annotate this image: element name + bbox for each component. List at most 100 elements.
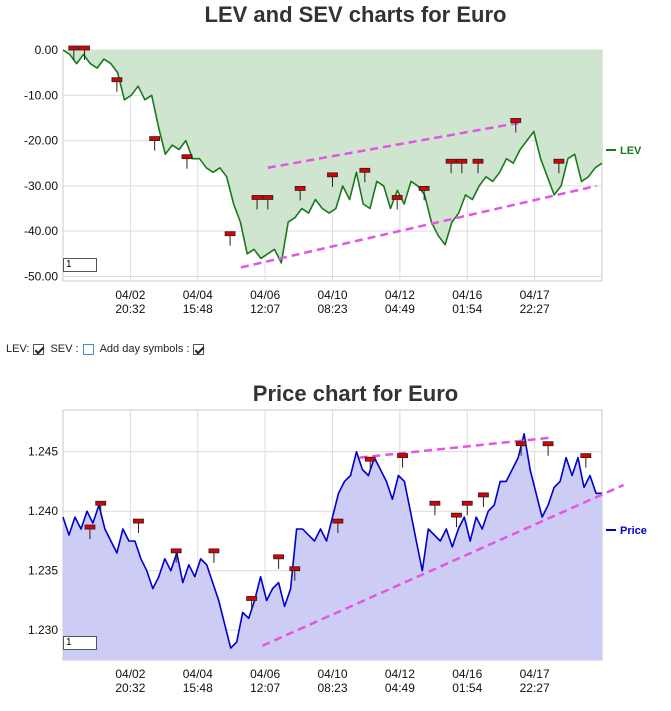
x-tick-label-date: 04/06 [250, 667, 280, 681]
day-symbol [515, 441, 527, 456]
day-symbol [251, 195, 263, 210]
x-tick-label-date: 04/10 [317, 667, 347, 681]
x-tick-label-time: 20:32 [115, 302, 145, 315]
day-symbol-flag [79, 45, 90, 51]
y-tick-label: -10.00 [24, 88, 58, 102]
x-tick-label-time: 01:54 [452, 302, 482, 315]
day-symbol-flag [515, 441, 527, 447]
day-symbol [429, 500, 441, 516]
x-tick-label-date: 04/17 [520, 288, 550, 302]
chart-controls: LEV: SEV : Add day symbols : [6, 343, 208, 355]
sev-checkbox[interactable] [82, 343, 94, 355]
x-tick-label-time: 04:49 [385, 681, 415, 695]
day-symbol [68, 45, 80, 60]
day-symbol-flag [397, 453, 408, 459]
day-symbol-flag [294, 186, 306, 191]
x-tick-label-time: 15:48 [183, 681, 213, 695]
lev-checkbox[interactable] [33, 343, 45, 355]
day-symbol-flag [478, 492, 489, 498]
day-symbol [461, 500, 473, 516]
y-tick-label: -40.00 [24, 224, 58, 238]
day-symbol-flag [149, 136, 161, 141]
sev-checkbox-label: SEV : [50, 343, 79, 355]
day-symbol-flag [542, 441, 554, 447]
day-symbol [397, 453, 408, 468]
x-tick-label-time: 12:07 [250, 681, 280, 695]
x-tick-label-date: 04/12 [385, 288, 415, 302]
day-symbol [289, 566, 301, 581]
x-tick-label-time: 08:23 [317, 302, 347, 315]
x-tick-label-date: 04/16 [452, 667, 482, 681]
day-symbol [294, 186, 306, 201]
day-symbol-flag [510, 118, 522, 123]
y-tick-label: -20.00 [24, 134, 58, 148]
x-tick-label-time: 12:07 [250, 302, 280, 315]
day-symbols-checkbox-label: Add day symbols : [99, 343, 190, 355]
day-symbol-flag [251, 195, 263, 200]
day-symbol [472, 158, 484, 174]
trendline [240, 184, 597, 269]
day-symbol-flag [451, 512, 462, 518]
day-symbol [262, 195, 274, 210]
day-symbol [456, 158, 468, 174]
y-tick-label: 1.235 [28, 564, 58, 578]
price-series-line [62, 433, 602, 649]
day-symbol [391, 195, 403, 210]
day-symbol [451, 512, 462, 528]
day-symbol [246, 596, 258, 611]
day-symbol [273, 554, 285, 569]
day-symbol [553, 158, 565, 174]
day-symbol-flag [208, 548, 220, 554]
price-area [63, 433, 602, 660]
day-symbol [580, 453, 592, 468]
day-symbols-checkbox[interactable] [193, 343, 205, 355]
day-symbol-flag [359, 167, 371, 173]
day-symbol-flag [95, 500, 107, 506]
day-symbol [224, 231, 236, 246]
x-tick-label-time: 20:32 [115, 681, 145, 695]
day-symbol-flag [111, 77, 123, 83]
day-symbol [95, 500, 107, 516]
day-symbol [332, 518, 344, 534]
day-symbol-flag [445, 158, 457, 164]
day-symbol-flag [84, 524, 96, 530]
day-symbol-flag [472, 158, 484, 164]
x-tick-label-date: 04/16 [452, 288, 482, 302]
day-symbol [359, 167, 371, 183]
day-symbol [542, 441, 554, 456]
day-symbol-flag [170, 548, 182, 554]
day-symbol-flag [68, 45, 80, 51]
legend-label: Price [620, 525, 647, 537]
trendline [267, 121, 522, 169]
x-tick-label-time: 22:27 [520, 681, 550, 695]
x-tick-label-time: 04:49 [385, 302, 415, 315]
x-tick-label-time: 15:48 [183, 302, 213, 315]
day-symbol [478, 492, 489, 507]
lev-checkbox-label: LEV: [6, 343, 30, 355]
price-chart-title: Price chart for Euro [252, 381, 459, 406]
day-symbol-flag [429, 500, 441, 506]
x-tick-label-date: 04/10 [317, 288, 347, 302]
lev-zoom-input[interactable]: 1 [63, 258, 97, 272]
day-symbol-flag [327, 172, 338, 178]
y-tick-label: 1.230 [28, 623, 58, 637]
x-tick-label-time: 08:23 [317, 681, 347, 695]
day-symbol-flag [289, 566, 301, 572]
day-symbol [84, 524, 96, 540]
day-symbol-flag [391, 195, 403, 200]
day-symbol [510, 118, 522, 133]
x-tick-label-date: 04/17 [520, 667, 550, 681]
day-symbol-flag [553, 158, 565, 164]
price-zoom-input[interactable]: 1 [63, 636, 97, 650]
y-tick-label: -30.00 [24, 179, 58, 193]
day-symbol [327, 172, 338, 187]
day-symbol-flag [364, 456, 376, 462]
day-symbol-flag [418, 186, 430, 191]
y-tick-label: 0.00 [35, 43, 59, 57]
day-symbol [364, 456, 376, 472]
day-symbol-flag [461, 500, 473, 506]
x-tick-label-time: 22:27 [520, 302, 550, 315]
day-symbol-flag [580, 453, 592, 459]
day-symbol [149, 136, 161, 151]
